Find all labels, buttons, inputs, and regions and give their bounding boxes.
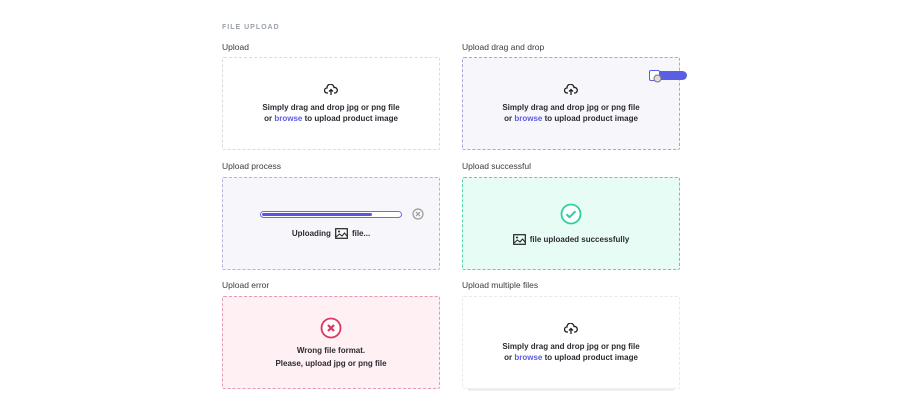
success-label: Upload successful (462, 161, 531, 171)
multiple-dropzone[interactable]: Simply drag and drop jpg or png file or … (462, 296, 680, 389)
image-icon (335, 228, 348, 239)
file-list-divider (468, 388, 674, 391)
or-text: or (504, 352, 515, 362)
progress-bar (260, 210, 402, 218)
uploading-text: Uploading (291, 229, 331, 238)
dropzone-text: Simply drag and drop jpg or png file (502, 341, 640, 351)
file-text: file... (351, 229, 371, 238)
drag-dropzone[interactable]: Simply drag and drop jpg or png file or … (462, 57, 680, 150)
dropzone-text: Simply drag and drop jpg or png file (262, 102, 400, 112)
error-text-2: Please, upload jpg or png file (275, 358, 387, 368)
dropzone-text-2: to upload product image (542, 113, 638, 123)
check-circle-icon (560, 203, 582, 224)
image-icon (512, 233, 526, 245)
drag-label: Upload drag and drop (462, 42, 545, 52)
dropzone-text-2: to upload product image (302, 113, 398, 123)
browse-link[interactable]: browse (274, 113, 303, 123)
section-title: FILE UPLOAD (222, 24, 280, 31)
or-text: or (504, 113, 515, 123)
upload-error-box: Wrong file format. Please, upload jpg or… (222, 296, 440, 389)
error-text-1: Wrong file format. (296, 345, 366, 355)
cloud-upload-icon (324, 83, 338, 95)
success-text: file uploaded successfully (529, 234, 630, 244)
upload-process-box: Uploading file... (222, 177, 440, 270)
or-text: or (264, 113, 275, 123)
cloud-upload-icon (564, 83, 578, 95)
dragged-file-item[interactable] (650, 71, 687, 80)
cancel-upload-icon[interactable] (412, 208, 424, 220)
dropzone-text-2: to upload product image (542, 352, 638, 362)
browse-link[interactable]: browse (514, 352, 543, 362)
dropzone-text: Simply drag and drop jpg or png file (502, 102, 640, 112)
error-x-icon (320, 317, 342, 338)
cursor-icon (653, 74, 662, 83)
upload-label: Upload (222, 42, 249, 52)
process-label: Upload process (222, 161, 282, 171)
cloud-upload-icon (564, 322, 578, 334)
browse-link[interactable]: browse (514, 113, 543, 123)
upload-dropzone[interactable]: Simply drag and drop jpg or png file or … (222, 57, 440, 150)
upload-success-box: file uploaded successfully (462, 177, 680, 270)
progress-fill (262, 212, 372, 216)
multiple-label: Upload multiple files (462, 280, 539, 290)
error-label: Upload error (222, 280, 270, 290)
